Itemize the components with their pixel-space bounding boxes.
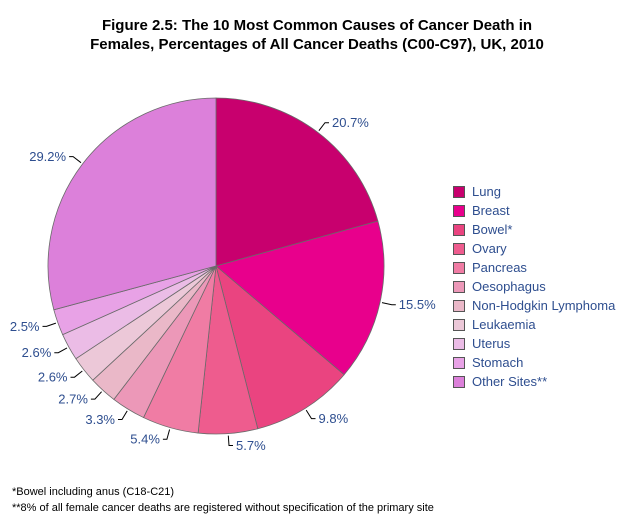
legend-swatch: [453, 318, 465, 331]
pie-labels: 20.7% 15.5% 9.8% 5.7% 5.4% 3.3% 2.7% 2.6% 2.6% 2.…: [10, 115, 436, 453]
leader-line-lung: [318, 122, 329, 132]
legend-item-non-hodgkin-lymphoma: Non-Hodgkin Lymphoma: [453, 296, 615, 315]
data-label-leukaemia: 2.6%: [38, 370, 68, 385]
pie-slices: [47, 97, 385, 435]
legend-label: Non-Hodgkin Lymphoma: [472, 298, 616, 313]
data-label-other-sites: 29.2%: [29, 149, 66, 164]
legend-item-uterus: Uterus: [453, 334, 615, 353]
footnote-bowel: *Bowel including anus (C18-C21): [12, 486, 175, 498]
leader-line-ovary: [227, 435, 233, 446]
legend-label: Stomach: [472, 355, 524, 370]
legend-item-lung: Lung: [453, 182, 615, 201]
pie-slice-breast: [215, 220, 385, 376]
legend-label: Uterus: [472, 336, 511, 351]
legend-swatch: [453, 337, 465, 350]
leader-line-oesophagus: [118, 410, 128, 420]
legend-label: Ovary: [472, 241, 507, 256]
legend-item-ovary: Ovary: [453, 239, 615, 258]
footnote-other-sites: **8% of all female cancer deaths are reg…: [12, 502, 434, 514]
chart-title-line-1: Figure 2.5: The 10 Most Common Causes of…: [101, 17, 533, 34]
legend-swatch: [453, 280, 465, 293]
footnotes: *Bowel including anus (C18-C21) **8% of …: [12, 484, 434, 516]
pie-slice-other-sites: [47, 97, 217, 311]
leader-line-uterus: [54, 347, 68, 354]
chart-title-line-2: Females, Percentages of All Cancer Death…: [90, 36, 544, 53]
leader-line-stomach: [42, 322, 57, 327]
data-label-bowel: 9.8%: [319, 411, 349, 426]
legend-swatch: [453, 223, 465, 236]
legend-label: Oesophagus: [472, 279, 546, 294]
legend-label: Other Sites**: [472, 374, 548, 389]
data-label-stomach: 2.5%: [10, 319, 40, 334]
leader-line-pancreas: [162, 429, 171, 440]
chart-title: Figure 2.5: The 10 Most Common Causes of…: [0, 16, 634, 54]
legend-item-bowel: Bowel*: [453, 220, 615, 239]
leader-line-other-sites: [69, 156, 82, 164]
legend-swatch: [453, 356, 465, 369]
legend-item-stomach: Stomach: [453, 353, 615, 372]
pie-slice-lung: [215, 97, 379, 267]
legend-item-pancreas: Pancreas: [453, 258, 615, 277]
legend-item-other-sites: Other Sites**: [453, 372, 615, 391]
legend-label: Breast: [472, 203, 510, 218]
legend-swatch: [453, 185, 465, 198]
data-label-breast: 15.5%: [399, 297, 436, 312]
legend-label: Lung: [472, 184, 501, 199]
legend-swatch: [453, 242, 465, 255]
leader-line-breast: [381, 302, 396, 306]
data-label-lung: 20.7%: [332, 115, 369, 130]
leader-line-bowel: [305, 409, 316, 420]
legend-item-breast: Breast: [453, 201, 615, 220]
legend-label: Pancreas: [472, 260, 527, 275]
data-label-oesophagus: 3.3%: [85, 412, 115, 427]
pie-slice-bowel: [215, 264, 345, 430]
legend-swatch: [453, 375, 465, 388]
data-label-pancreas: 5.4%: [130, 432, 160, 447]
legend-swatch: [453, 204, 465, 217]
data-label-ovary: 5.7%: [236, 438, 266, 453]
legend-item-oesophagus: Oesophagus: [453, 277, 615, 296]
legend-label: Leukaemia: [472, 317, 536, 332]
legend-swatch: [453, 299, 465, 312]
leader-line-leukaemia: [70, 370, 83, 378]
legend-item-leukaemia: Leukaemia: [453, 315, 615, 334]
data-label-non-hodgkin-lymphoma: 2.7%: [58, 392, 88, 407]
data-label-uterus: 2.6%: [22, 345, 52, 360]
leader-line-non-hodgkin-lymphoma: [90, 391, 102, 400]
legend-swatch: [453, 261, 465, 274]
legend: Lung Breast Bowel* Ovary Pancreas Oesophagus N…: [453, 182, 615, 391]
legend-label: Bowel*: [472, 222, 513, 237]
